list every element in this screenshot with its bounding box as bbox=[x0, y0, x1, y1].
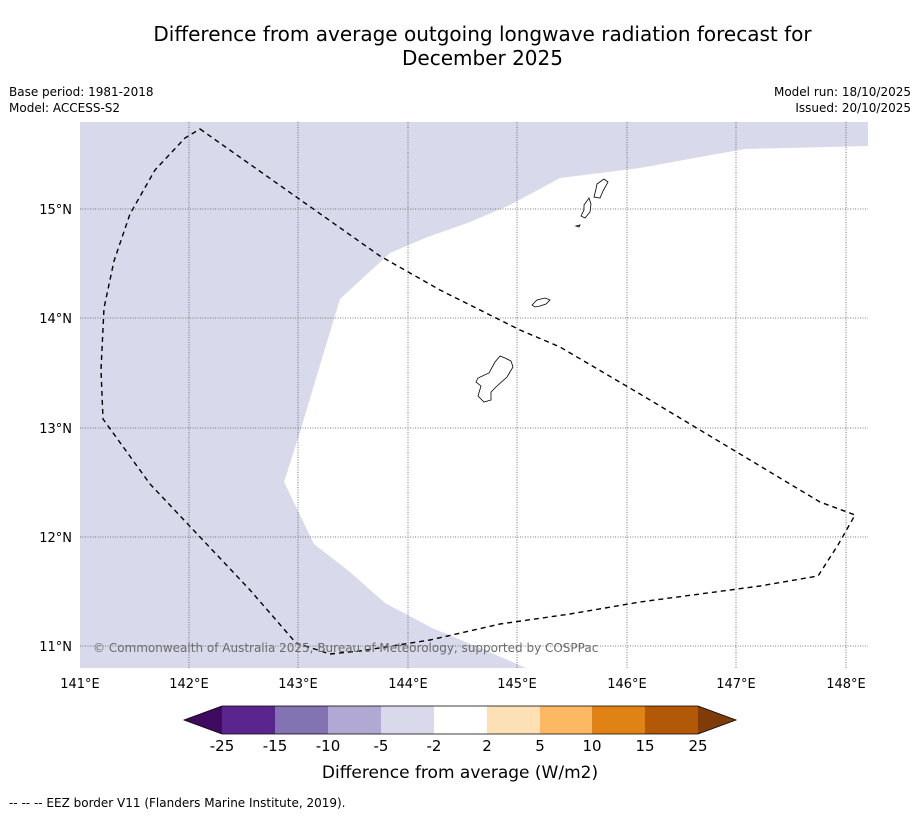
right-metadata: Model run: 18/10/2025 Issued: 20/10/2025 bbox=[774, 84, 911, 116]
tinian-island bbox=[580, 197, 592, 219]
colorbar-tick-label: 2 bbox=[482, 737, 492, 755]
guam-island bbox=[475, 355, 514, 403]
colorbar-label: Difference from average (W/m2) bbox=[322, 763, 598, 783]
colorbar-tick-label: -2 bbox=[427, 737, 442, 755]
lat-tick-label: 14°N bbox=[39, 312, 72, 327]
model-name: Model: ACCESS-S2 bbox=[9, 101, 121, 115]
colorbar-tick-label: -25 bbox=[210, 737, 235, 755]
title-line-2: December 2025 bbox=[402, 46, 563, 70]
colorbar-segment bbox=[592, 706, 645, 734]
colorbar-segment bbox=[222, 706, 275, 734]
lon-tick-label: 141°E bbox=[60, 677, 100, 692]
model-run: Model run: 18/10/2025 bbox=[773, 85, 911, 99]
copyright-notice: © Commonwealth of Australia 2025, Bureau… bbox=[93, 641, 598, 655]
chart-title: Difference from average outgoing longwav… bbox=[60, 22, 905, 70]
lat-tick-label: 12°N bbox=[39, 531, 72, 546]
saipan-island bbox=[593, 178, 609, 199]
colorbar-extend-low bbox=[184, 706, 222, 734]
colorbar-tick-labels: -25 -15 -10 -5 -2 2 5 10 15 25 bbox=[210, 737, 708, 755]
colorbar: -25 -15 -10 -5 -2 2 5 10 15 25 Differenc… bbox=[182, 705, 738, 783]
base-period: Base period: 1981-2018 bbox=[9, 85, 154, 99]
colorbar-tick-label: 5 bbox=[535, 737, 545, 755]
colorbar-segment bbox=[487, 706, 540, 734]
gridlines bbox=[80, 122, 868, 668]
colorbar-tick-label: -10 bbox=[316, 737, 341, 755]
colorbar-tick-label: 25 bbox=[688, 737, 707, 755]
lon-tick-label: 146°E bbox=[607, 677, 647, 692]
lon-tick-label: 144°E bbox=[388, 677, 428, 692]
colorbar-outline bbox=[182, 705, 738, 735]
lon-tick-label: 148°E bbox=[826, 677, 866, 692]
issued-date: Issued: 20/10/2025 bbox=[795, 101, 911, 115]
colorbar-tick-label: -15 bbox=[263, 737, 288, 755]
lon-tick-label: 147°E bbox=[716, 677, 756, 692]
colorbar-segment bbox=[434, 706, 487, 734]
colorbar-segment bbox=[540, 706, 592, 734]
lon-tick-label: 142°E bbox=[169, 677, 209, 692]
colorbar-segment bbox=[645, 706, 698, 734]
lon-tick-labels: 141°E 142°E 143°E 144°E 145°E 146°E 147°… bbox=[60, 677, 866, 692]
lon-tick-label: 145°E bbox=[497, 677, 537, 692]
lat-tick-label: 15°N bbox=[39, 203, 72, 218]
eez-border bbox=[100, 128, 857, 655]
colorbar-tick-label: 15 bbox=[635, 737, 654, 755]
left-metadata: Base period: 1981-2018 Model: ACCESS-S2 bbox=[9, 84, 154, 116]
aguijan-island bbox=[574, 224, 581, 228]
lat-tick-labels: 15°N 14°N 13°N 12°N 11°N bbox=[39, 203, 72, 655]
colorbar-tick-label: 10 bbox=[582, 737, 601, 755]
anomaly-shading-near-normal bbox=[284, 146, 868, 668]
eez-legend-note: -- -- -- EEZ border V11 (Flanders Marine… bbox=[9, 796, 346, 810]
colorbar-tick-label: -5 bbox=[374, 737, 389, 755]
colorbar-segment bbox=[328, 706, 381, 734]
colorbar-segment bbox=[275, 706, 328, 734]
lon-tick-label: 143°E bbox=[278, 677, 318, 692]
lat-tick-label: 11°N bbox=[39, 640, 72, 655]
colorbar-extend-high bbox=[698, 706, 736, 734]
title-line-1: Difference from average outgoing longwav… bbox=[153, 22, 812, 46]
lat-tick-label: 13°N bbox=[39, 422, 72, 437]
island-outlines bbox=[475, 178, 609, 403]
map-area: © Commonwealth of Australia 2025, Bureau… bbox=[80, 122, 868, 668]
colorbar-segment bbox=[381, 706, 434, 734]
rota-island bbox=[531, 297, 551, 308]
